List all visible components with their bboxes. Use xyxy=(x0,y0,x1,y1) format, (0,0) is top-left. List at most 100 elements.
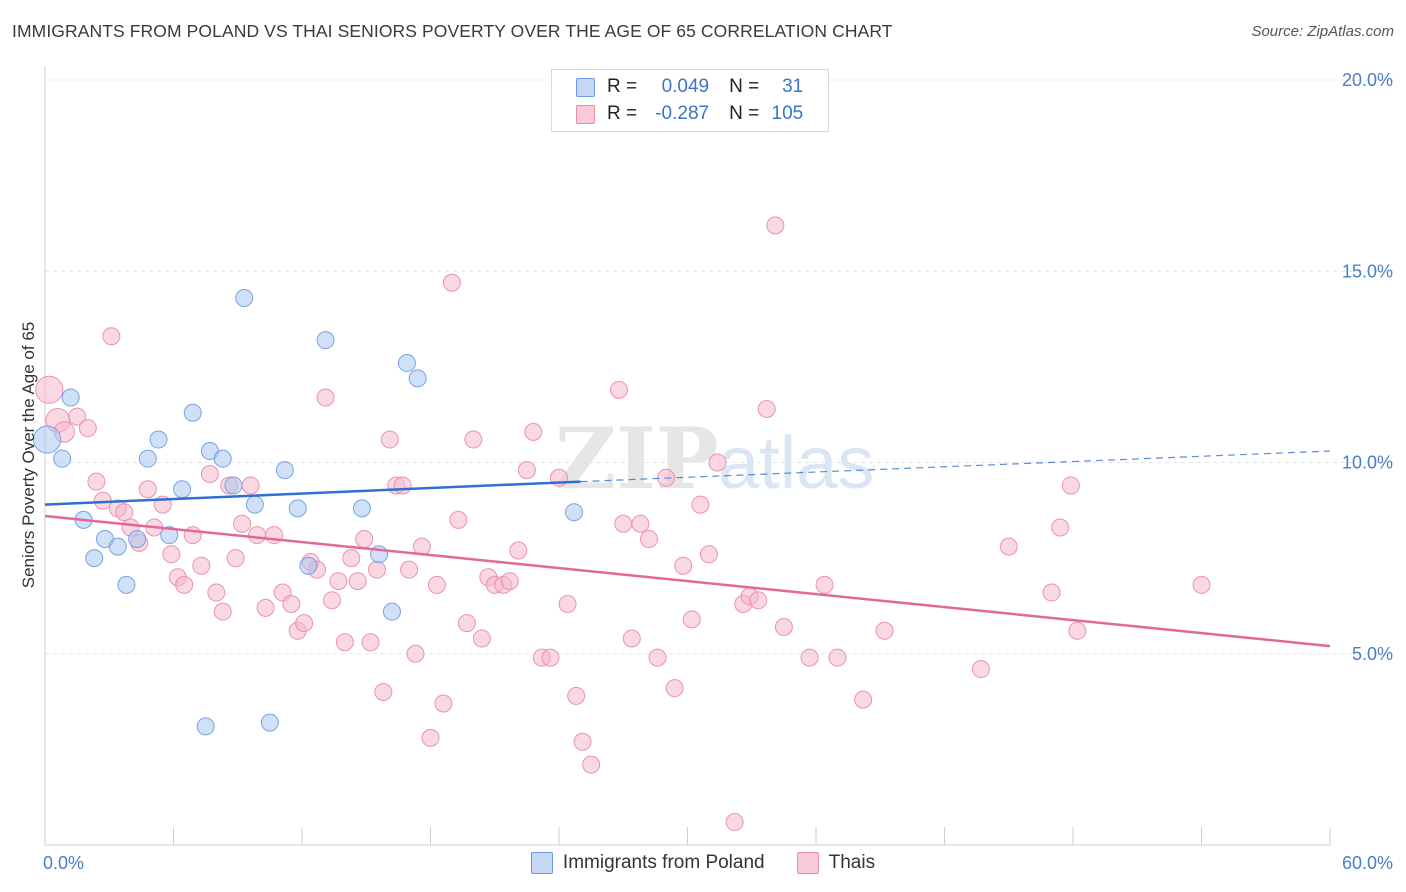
thais-point xyxy=(774,617,793,636)
x-tick-label: 60.0% xyxy=(1342,853,1393,873)
thais-point xyxy=(517,461,536,480)
thais-point xyxy=(192,556,211,575)
poland-point xyxy=(85,549,104,568)
thais-point xyxy=(708,453,727,472)
thais-point xyxy=(999,537,1018,556)
thais-point xyxy=(406,644,425,663)
thais-point xyxy=(380,430,399,449)
poland-trend-extension xyxy=(580,450,1331,483)
thais-point xyxy=(854,690,873,709)
thais-swatch xyxy=(576,104,595,124)
thais-point xyxy=(609,380,628,399)
thais-point xyxy=(749,591,768,610)
poland-point xyxy=(61,388,80,407)
poland-point xyxy=(196,717,215,736)
r-value: 0.049 xyxy=(661,76,710,97)
y-tick-label: 15.0% xyxy=(1342,261,1393,281)
thais-point xyxy=(348,572,367,591)
thais-point xyxy=(648,648,667,667)
poland-trend-line xyxy=(44,480,581,506)
thais-point xyxy=(457,614,476,633)
chart-title: IMMIGRANTS FROM POLAND VS THAI SENIORS P… xyxy=(12,21,893,41)
thais-point xyxy=(509,541,528,560)
poland-point xyxy=(213,449,232,468)
poland-point xyxy=(33,425,62,454)
legend-item-poland[interactable]: Immigrants from Poland xyxy=(530,852,765,874)
thais-point xyxy=(316,388,335,407)
poland-point xyxy=(183,403,202,422)
poland-point xyxy=(316,331,335,350)
poland-point xyxy=(160,526,179,545)
poland-swatch xyxy=(576,77,595,97)
axes xyxy=(44,66,1331,846)
thais-point xyxy=(393,476,412,495)
thais-point xyxy=(329,572,348,591)
thais-point xyxy=(207,583,226,602)
thais-point xyxy=(567,686,586,705)
thais-point xyxy=(1051,518,1070,537)
thais-point xyxy=(248,526,267,545)
poland-point xyxy=(408,369,427,388)
thais-point xyxy=(282,595,301,614)
poland-legend-swatch xyxy=(530,852,553,874)
watermark: ZIP atlas xyxy=(555,409,874,508)
thais-point xyxy=(757,399,776,418)
r-label: R = xyxy=(607,103,638,124)
n-value: 31 xyxy=(782,76,804,97)
thais-point xyxy=(434,694,453,713)
thais-point xyxy=(665,679,684,698)
poland-point xyxy=(117,575,136,594)
poland-point xyxy=(224,476,243,495)
thais-point xyxy=(322,591,341,610)
n-label: N = xyxy=(729,76,760,97)
thais-point xyxy=(335,633,354,652)
poland-point xyxy=(397,354,416,373)
thais-point xyxy=(828,648,847,667)
poland-point xyxy=(128,530,147,548)
y-axis-label: Seniors Poverty Over the Age of 65 xyxy=(19,322,38,588)
thais-point xyxy=(699,545,718,564)
thais-point xyxy=(971,660,990,679)
n-label: N = xyxy=(729,103,760,124)
thais-point xyxy=(342,549,361,568)
legend-label-thais: Thais xyxy=(828,852,876,873)
thais-point xyxy=(875,621,894,640)
poland-point xyxy=(260,713,279,732)
x-tick-label: 0.0% xyxy=(43,853,84,873)
thais-point xyxy=(1042,583,1061,602)
thais-point xyxy=(200,464,219,483)
thais-point xyxy=(766,216,785,235)
y-tick-label: 20.0% xyxy=(1342,70,1393,90)
thais-point xyxy=(361,633,380,652)
thais-point xyxy=(115,503,134,522)
legend-item-thais[interactable]: Thais xyxy=(796,852,876,874)
legend-label-poland: Immigrants from Poland xyxy=(562,852,765,873)
thais-point xyxy=(622,629,641,648)
thais-point xyxy=(175,575,194,594)
thais-point xyxy=(524,422,543,441)
thais-point xyxy=(472,629,491,648)
poland-point xyxy=(564,503,583,522)
thais-point xyxy=(367,560,386,579)
trend-lines xyxy=(44,450,1331,648)
thais-point xyxy=(631,514,650,533)
thais-legend-swatch xyxy=(796,852,819,874)
thais-point xyxy=(1192,575,1211,594)
thais-point xyxy=(295,614,314,633)
poland-point xyxy=(138,449,157,468)
poland-point xyxy=(288,499,307,518)
watermark-atlas: atlas xyxy=(718,421,874,504)
r-value: -0.287 xyxy=(655,103,710,124)
poland-point xyxy=(352,499,371,518)
poland-point xyxy=(299,556,318,575)
watermark-zip: ZIP xyxy=(555,409,719,508)
thais-point xyxy=(374,683,393,701)
thais-point xyxy=(639,530,658,548)
thais-point xyxy=(449,510,468,529)
thais-point xyxy=(541,648,560,667)
data-points xyxy=(33,216,1211,832)
thais-point xyxy=(421,728,440,747)
poland-point xyxy=(275,461,294,480)
poland-point xyxy=(53,449,72,468)
thais-point xyxy=(256,598,275,617)
